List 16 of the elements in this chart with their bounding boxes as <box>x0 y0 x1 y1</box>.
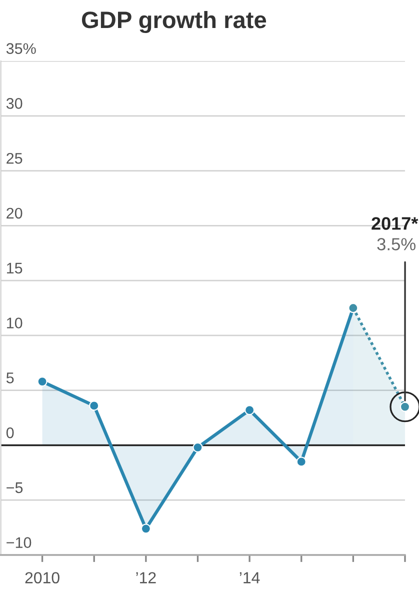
y-tick-label: 0 <box>6 427 14 438</box>
y-tick-label: 20 <box>6 208 22 219</box>
y-tick-label: −5 <box>6 482 23 494</box>
x-tick-label: ’14 <box>240 572 260 584</box>
y-tick-label: 15 <box>7 262 22 274</box>
y-tick-label: 10 <box>7 318 22 328</box>
y-tick-label: 25 <box>6 152 22 164</box>
y-tick-label: 30 <box>6 98 22 109</box>
x-tick-label: ’12 <box>136 572 156 584</box>
annotation: 2017* <box>372 217 418 230</box>
annotation: 3.5% <box>377 238 416 250</box>
y-tick-label: 5 <box>6 372 14 384</box>
y-tick-label: 35% <box>6 43 36 54</box>
x-tick-label: 2010 <box>25 572 60 584</box>
y-tick-label: −10 <box>6 537 32 548</box>
chart-title: GDP growth rate <box>82 10 266 34</box>
